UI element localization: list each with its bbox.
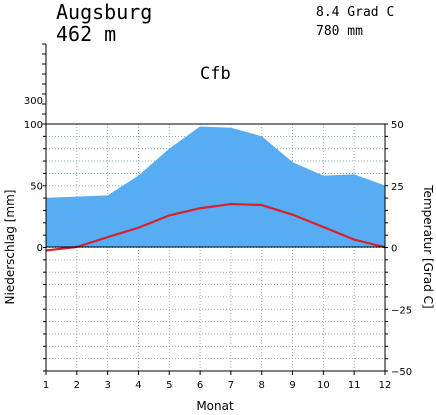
right-tick-label: 50 — [391, 120, 404, 131]
x-tick-label: 7 — [228, 380, 234, 391]
right-tick-label: 25 — [391, 182, 404, 193]
right-tick-label: −50 — [391, 367, 412, 378]
y-axis-right-title: Temperatur [Grad C] — [421, 184, 435, 308]
left-tick-label: 100 — [24, 120, 43, 131]
x-tick-label: 4 — [135, 380, 141, 391]
x-tick-label: 2 — [74, 380, 80, 391]
left-tick-label: 0 — [37, 243, 43, 254]
y-axis-left-title: Niederschlag [mm] — [3, 190, 17, 305]
right-tick-label: −25 — [391, 305, 412, 316]
x-axis-title: Monat — [196, 399, 234, 413]
x-tick-label: 12 — [379, 380, 392, 391]
annual-precipitation: 780 mm — [316, 24, 363, 39]
x-tick-label: 10 — [317, 380, 330, 391]
station-elevation: 462 m — [56, 22, 116, 46]
precipitation-area — [46, 126, 385, 247]
x-tick-label: 5 — [166, 380, 172, 391]
x-tick-label: 9 — [289, 380, 295, 391]
precipitation-area-layer — [46, 123, 385, 248]
x-tick-label: 8 — [259, 380, 265, 391]
x-tick-label: 3 — [104, 380, 110, 391]
temperature-line — [45, 202, 386, 252]
mean-temperature: 8.4 Grad C — [316, 5, 394, 20]
right-tick-label: 0 — [391, 244, 397, 255]
axes — [42, 43, 388, 375]
left-tick-label: 50 — [30, 182, 43, 193]
x-tick-label: 11 — [348, 380, 361, 391]
x-tick-label: 1 — [43, 380, 49, 391]
x-tick-label: 6 — [197, 380, 203, 391]
left-tick-label: 300 — [24, 96, 43, 107]
climate-class: Cfb — [200, 64, 231, 84]
temperature-line-layer — [45, 202, 386, 252]
station-name: Augsburg — [56, 0, 152, 24]
